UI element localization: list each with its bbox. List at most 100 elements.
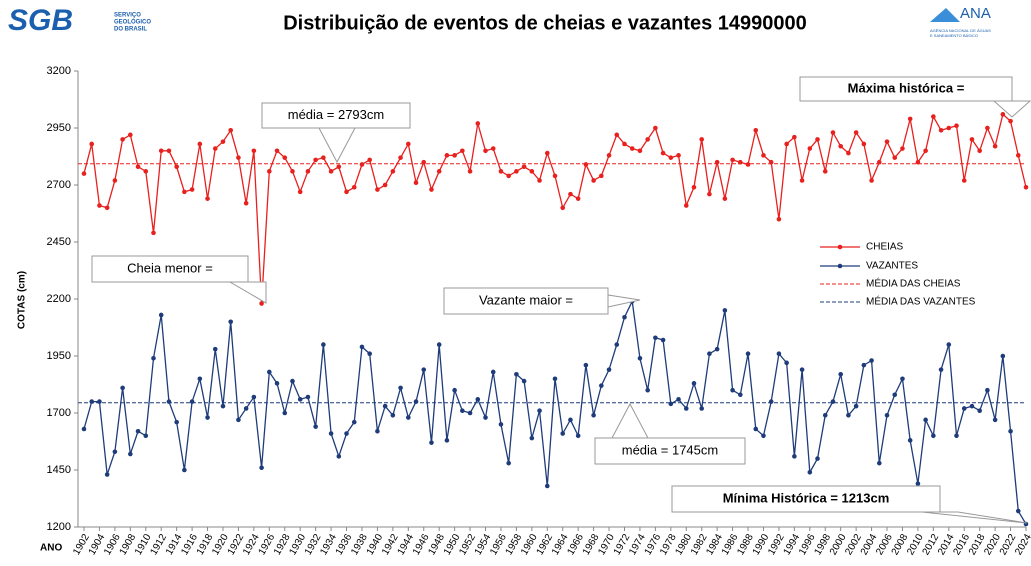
y-tick-label: 1950 xyxy=(47,350,71,362)
point xyxy=(1015,508,1021,514)
point xyxy=(498,422,504,427)
point xyxy=(938,127,944,133)
point xyxy=(683,406,689,411)
callout-box xyxy=(799,76,1013,102)
legend-swatch xyxy=(837,263,843,269)
point xyxy=(776,216,782,222)
point xyxy=(923,148,928,154)
point xyxy=(436,169,442,174)
point xyxy=(174,419,179,425)
y-tick-label: 1700 xyxy=(47,407,71,419)
point xyxy=(274,381,280,386)
point xyxy=(884,412,890,418)
point xyxy=(838,371,843,377)
point xyxy=(421,159,427,165)
point xyxy=(915,159,921,165)
point xyxy=(537,178,542,183)
point xyxy=(220,139,226,144)
point xyxy=(143,169,149,174)
point xyxy=(81,426,87,432)
point xyxy=(606,367,612,372)
annotation: média = 1745cm xyxy=(622,442,718,457)
point xyxy=(514,169,519,174)
point xyxy=(382,403,388,409)
point xyxy=(985,125,990,131)
point xyxy=(344,189,349,195)
point xyxy=(483,415,488,420)
point xyxy=(444,153,450,158)
point xyxy=(768,399,774,404)
point xyxy=(722,308,728,313)
y-tick-label: 2450 xyxy=(47,236,71,248)
point xyxy=(413,180,419,186)
x-axis-label: ANO xyxy=(40,543,62,554)
point xyxy=(614,342,620,347)
point xyxy=(799,367,805,372)
point xyxy=(931,114,936,119)
point xyxy=(251,148,257,154)
point xyxy=(977,408,982,414)
point xyxy=(151,230,156,236)
y-tick-label: 2700 xyxy=(47,179,71,191)
point xyxy=(367,351,372,357)
point xyxy=(961,178,967,183)
point xyxy=(900,146,905,151)
point xyxy=(676,153,681,158)
point xyxy=(691,381,697,386)
point xyxy=(815,456,820,461)
point xyxy=(869,358,874,363)
point xyxy=(89,399,95,404)
point xyxy=(660,150,666,156)
point xyxy=(869,178,874,183)
point xyxy=(212,146,218,151)
point xyxy=(120,137,125,142)
point xyxy=(135,428,141,434)
y-tick-label: 2950 xyxy=(47,122,71,134)
point xyxy=(220,403,226,409)
point xyxy=(467,169,473,174)
point xyxy=(1008,118,1013,124)
point xyxy=(529,435,535,441)
point xyxy=(807,146,813,151)
point xyxy=(745,162,751,167)
point xyxy=(460,148,465,154)
point xyxy=(405,141,411,147)
point xyxy=(1023,184,1029,190)
point xyxy=(228,127,234,133)
point xyxy=(444,438,450,443)
point xyxy=(884,139,890,144)
y-tick-label: 1200 xyxy=(47,521,71,533)
point xyxy=(490,146,496,151)
point xyxy=(876,460,882,466)
point xyxy=(182,467,187,473)
point xyxy=(707,191,712,197)
annotation: média = 2793cm xyxy=(288,107,384,122)
point xyxy=(436,342,442,347)
point xyxy=(89,141,95,147)
point xyxy=(197,141,203,147)
point xyxy=(274,148,280,154)
point xyxy=(738,392,743,398)
point xyxy=(915,481,921,486)
point xyxy=(946,125,952,131)
point xyxy=(900,376,905,382)
point xyxy=(784,141,789,147)
legend-label: MÉDIA DAS VAZANTES xyxy=(866,295,976,308)
point xyxy=(660,337,666,343)
point xyxy=(359,344,365,350)
callout-box xyxy=(671,485,941,513)
point xyxy=(807,469,813,475)
point xyxy=(205,196,210,201)
legend-label: VAZANTES xyxy=(866,261,918,272)
point xyxy=(351,419,357,425)
point xyxy=(321,155,326,160)
callout-pointer xyxy=(228,281,267,304)
chart-title: Distribuição de eventos de cheias e vaza… xyxy=(283,12,807,34)
logo-right-caption: E SANEAMENTO BÁSICO xyxy=(930,33,978,38)
point xyxy=(104,472,110,477)
legend-label: CHEIAS xyxy=(866,242,904,253)
point xyxy=(792,454,797,459)
point xyxy=(166,148,172,154)
callout-box xyxy=(261,102,411,129)
point xyxy=(822,169,828,174)
